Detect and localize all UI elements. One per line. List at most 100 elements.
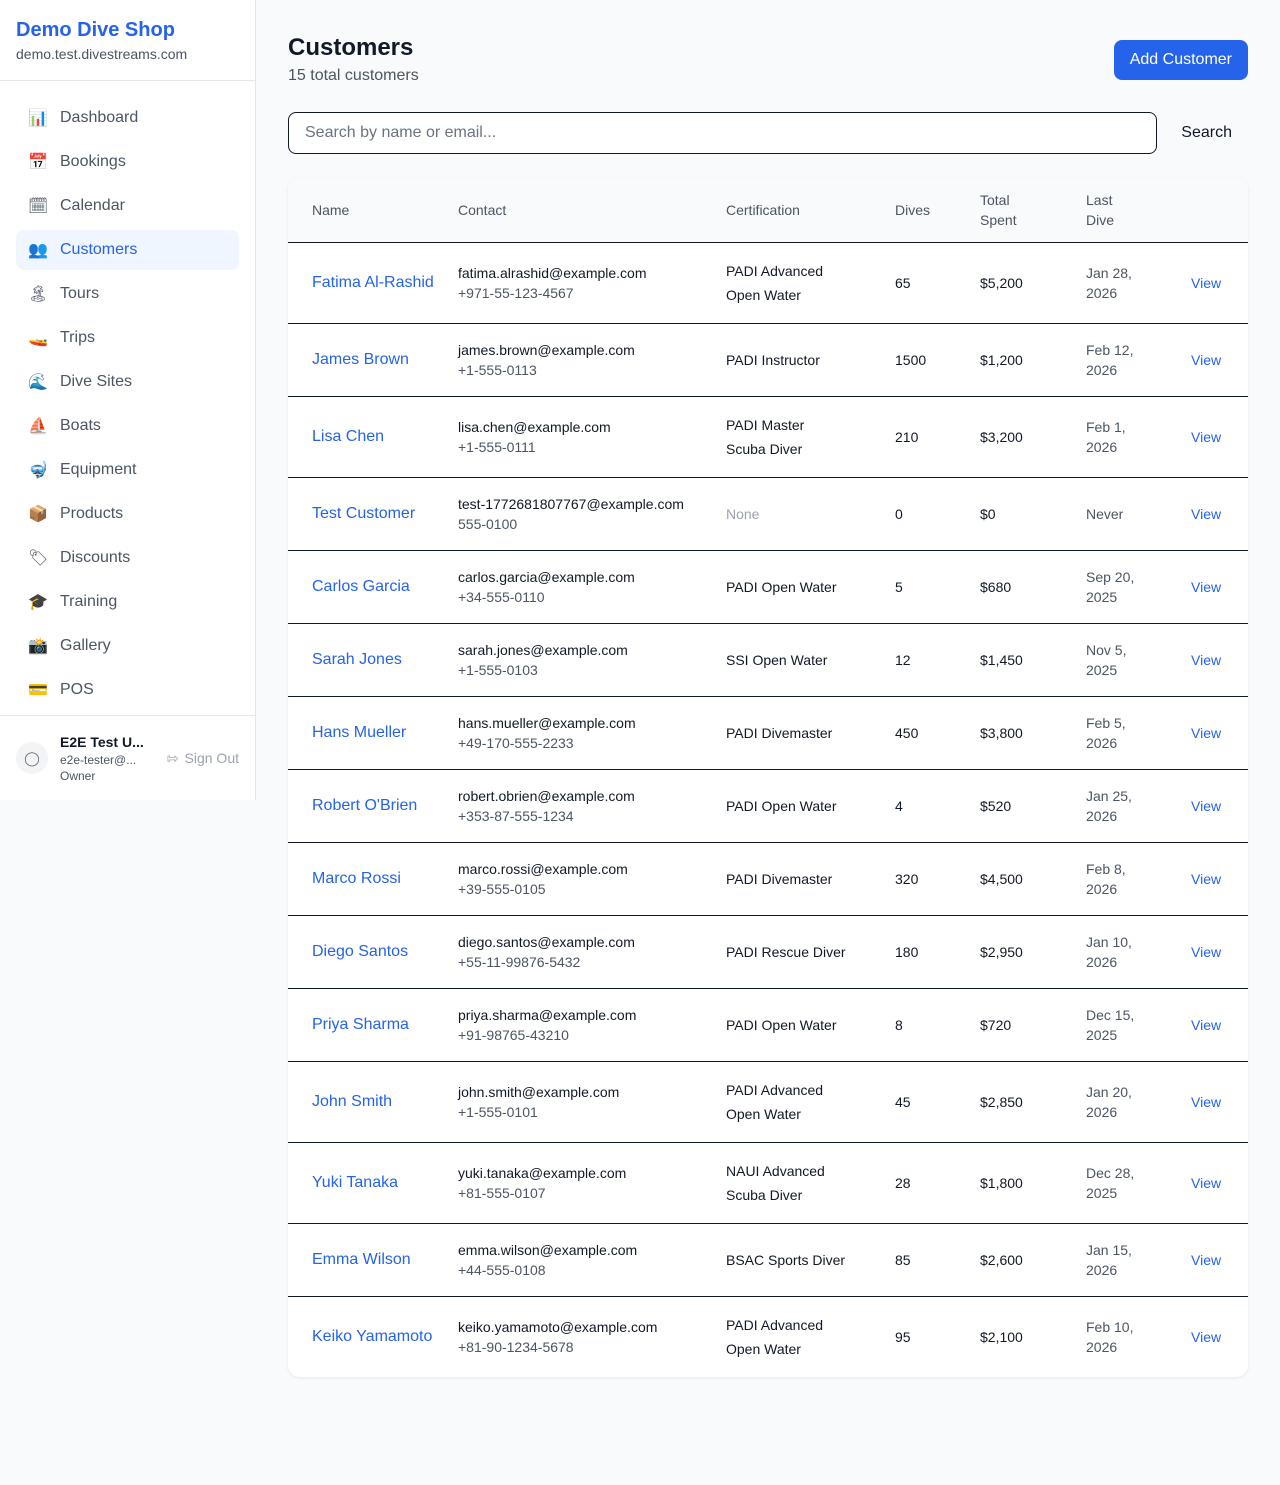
dive-count: 95 bbox=[895, 1329, 911, 1345]
customer-name-link[interactable]: Sarah Jones bbox=[312, 651, 402, 668]
sidebar-item-dive-sites[interactable]: 🌊 Dive Sites bbox=[16, 362, 239, 402]
customer-email: marco.rossi@example.com bbox=[458, 861, 628, 877]
sidebar-item-trips[interactable]: 🚤 Trips bbox=[16, 318, 239, 358]
view-customer-link[interactable]: View bbox=[1191, 352, 1222, 368]
customer-name-link[interactable]: James Brown bbox=[312, 351, 409, 368]
sidebar-item-gallery[interactable]: 📸 Gallery bbox=[16, 626, 239, 666]
total-spent: $2,600 bbox=[980, 1252, 1023, 1268]
table-row[interactable]: Marco Rossi marco.rossi@example.com +39-5… bbox=[288, 843, 1248, 916]
view-customer-link[interactable]: View bbox=[1191, 944, 1222, 960]
sidebar-item-bookings[interactable]: 📅 Bookings bbox=[16, 142, 239, 182]
total-spent: $0 bbox=[980, 506, 996, 522]
total-spent: $5,200 bbox=[980, 275, 1023, 291]
customer-phone: +1-555-0101 bbox=[458, 1104, 538, 1120]
shop-name[interactable]: Demo Dive Shop bbox=[16, 19, 175, 41]
view-customer-link[interactable]: View bbox=[1191, 1252, 1222, 1268]
view-customer-link[interactable]: View bbox=[1191, 725, 1222, 741]
customer-name-link[interactable]: Emma Wilson bbox=[312, 1251, 411, 1268]
camera-icon: 📸 bbox=[28, 638, 48, 655]
total-spent: $680 bbox=[980, 579, 1012, 595]
sidebar-item-boats[interactable]: ⛵ Boats bbox=[16, 406, 239, 446]
customer-name-link[interactable]: Fatima Al-Rashid bbox=[312, 274, 434, 291]
customer-email: yuki.tanaka@example.com bbox=[458, 1165, 627, 1181]
customer-email: diego.santos@example.com bbox=[458, 934, 635, 950]
customer-name-link[interactable]: Robert O'Brien bbox=[312, 797, 418, 814]
sidebar-item-label: Trips bbox=[60, 329, 95, 346]
view-customer-link[interactable]: View bbox=[1191, 798, 1222, 814]
customer-email: robert.obrien@example.com bbox=[458, 788, 635, 804]
customer-name-link[interactable]: Diego Santos bbox=[312, 943, 409, 960]
view-customer-link[interactable]: View bbox=[1191, 579, 1222, 595]
table-row[interactable]: Lisa Chen lisa.chen@example.com +1-555-01… bbox=[288, 397, 1248, 478]
customer-name-link[interactable]: Priya Sharma bbox=[312, 1016, 409, 1033]
customer-phone: +44-555-0108 bbox=[458, 1262, 546, 1278]
sidebar-item-tours[interactable]: 🏝 Tours bbox=[16, 274, 239, 314]
table-row[interactable]: Yuki Tanaka yuki.tanaka@example.com +81-5… bbox=[288, 1143, 1248, 1224]
customers-table-card: Name Contact Certification Dives Total Spent… bbox=[288, 178, 1248, 1377]
table-row[interactable]: Priya Sharma priya.sharma@example.com +91… bbox=[288, 989, 1248, 1062]
sidebar-item-discounts[interactable]: 🏷 Discounts bbox=[16, 538, 239, 578]
table-row[interactable]: Emma Wilson emma.wilson@example.com +44-5… bbox=[288, 1224, 1248, 1297]
customer-count: 15 total customers bbox=[288, 67, 419, 84]
last-dive: Jan 20, 2026 bbox=[1086, 1084, 1132, 1120]
last-dive: Jan 25, 2026 bbox=[1086, 788, 1132, 824]
sidebar-item-label: Gallery bbox=[60, 637, 111, 654]
table-row[interactable]: Keiko Yamamoto keiko.yamamoto@example.co… bbox=[288, 1297, 1248, 1378]
column-header-total-spent: Total Spent bbox=[980, 192, 1017, 228]
search-button[interactable]: Search bbox=[1165, 124, 1248, 142]
sidebar-item-label: Equipment bbox=[60, 461, 137, 478]
view-customer-link[interactable]: View bbox=[1191, 275, 1222, 291]
view-customer-link[interactable]: View bbox=[1191, 1329, 1222, 1345]
view-customer-link[interactable]: View bbox=[1191, 652, 1222, 668]
sidebar-item-dashboard[interactable]: 📊 Dashboard bbox=[16, 98, 239, 138]
page-title: Customers bbox=[288, 34, 414, 61]
column-header-name: Name bbox=[312, 202, 350, 218]
customer-name-link[interactable]: Lisa Chen bbox=[312, 428, 385, 445]
view-customer-link[interactable]: View bbox=[1191, 1017, 1222, 1033]
dive-count: 85 bbox=[895, 1252, 911, 1268]
customer-name-link[interactable]: Test Customer bbox=[312, 505, 416, 522]
package-icon: 📦 bbox=[28, 506, 48, 523]
customer-name-link[interactable]: Keiko Yamamoto bbox=[312, 1328, 433, 1345]
sidebar-item-label: Dive Sites bbox=[60, 373, 133, 390]
sidebar-item-training[interactable]: 🎓 Training bbox=[16, 582, 239, 622]
search-input[interactable] bbox=[288, 112, 1158, 154]
customer-phone: +1-555-0111 bbox=[458, 439, 536, 455]
last-dive: Sep 20, 2025 bbox=[1086, 569, 1135, 605]
customer-name-link[interactable]: Carlos Garcia bbox=[312, 578, 410, 595]
table-row[interactable]: Hans Mueller hans.mueller@example.com +49… bbox=[288, 697, 1248, 770]
view-customer-link[interactable]: View bbox=[1191, 1175, 1222, 1191]
table-row[interactable]: Test Customer test-1772681807767@example… bbox=[288, 478, 1248, 551]
sidebar-item-pos[interactable]: 💳 POS bbox=[16, 670, 239, 710]
sidebar-item-products[interactable]: 📦 Products bbox=[16, 494, 239, 534]
sidebar-item-customers[interactable]: 👥 Customers bbox=[16, 230, 239, 270]
sidebar-item-equipment[interactable]: 🤿 Equipment bbox=[16, 450, 239, 490]
dive-count: 5 bbox=[895, 579, 903, 595]
last-dive: Jan 10, 2026 bbox=[1086, 934, 1132, 970]
table-row[interactable]: Sarah Jones sarah.jones@example.com +1-55… bbox=[288, 624, 1248, 697]
sign-out-button[interactable]: ⇰ Sign Out bbox=[167, 750, 239, 767]
view-customer-link[interactable]: View bbox=[1191, 429, 1222, 445]
table-row[interactable]: John Smith john.smith@example.com +1-555-… bbox=[288, 1062, 1248, 1143]
certification: PADI Instructor bbox=[726, 352, 820, 368]
table-row[interactable]: Fatima Al-Rashid fatima.alrashid@example… bbox=[288, 243, 1248, 324]
customer-email: john.smith@example.com bbox=[458, 1084, 620, 1100]
table-row[interactable]: Carlos Garcia carlos.garcia@example.com +… bbox=[288, 551, 1248, 624]
customer-name-link[interactable]: Yuki Tanaka bbox=[312, 1174, 398, 1191]
customer-name-link[interactable]: John Smith bbox=[312, 1093, 393, 1110]
customer-phone: +39-555-0105 bbox=[458, 881, 546, 897]
user-name: E2E Test U... bbox=[60, 734, 144, 750]
table-row[interactable]: James Brown james.brown@example.com +1-55… bbox=[288, 324, 1248, 397]
view-customer-link[interactable]: View bbox=[1191, 1094, 1222, 1110]
sidebar-item-calendar[interactable]: 🗓 Calendar bbox=[16, 186, 239, 226]
sidebar-item-label: Discounts bbox=[60, 549, 131, 566]
table-row[interactable]: Robert O'Brien robert.obrien@example.com… bbox=[288, 770, 1248, 843]
customer-name-link[interactable]: Hans Mueller bbox=[312, 724, 407, 741]
shop-domain: demo.test.divestreams.com bbox=[16, 46, 188, 62]
customer-name-link[interactable]: Marco Rossi bbox=[312, 870, 401, 887]
view-customer-link[interactable]: View bbox=[1191, 506, 1222, 522]
table-row[interactable]: Diego Santos diego.santos@example.com +55… bbox=[288, 916, 1248, 989]
add-customer-button[interactable]: Add Customer bbox=[1113, 40, 1248, 80]
last-dive: Nov 5, 2025 bbox=[1086, 642, 1127, 678]
view-customer-link[interactable]: View bbox=[1191, 871, 1222, 887]
